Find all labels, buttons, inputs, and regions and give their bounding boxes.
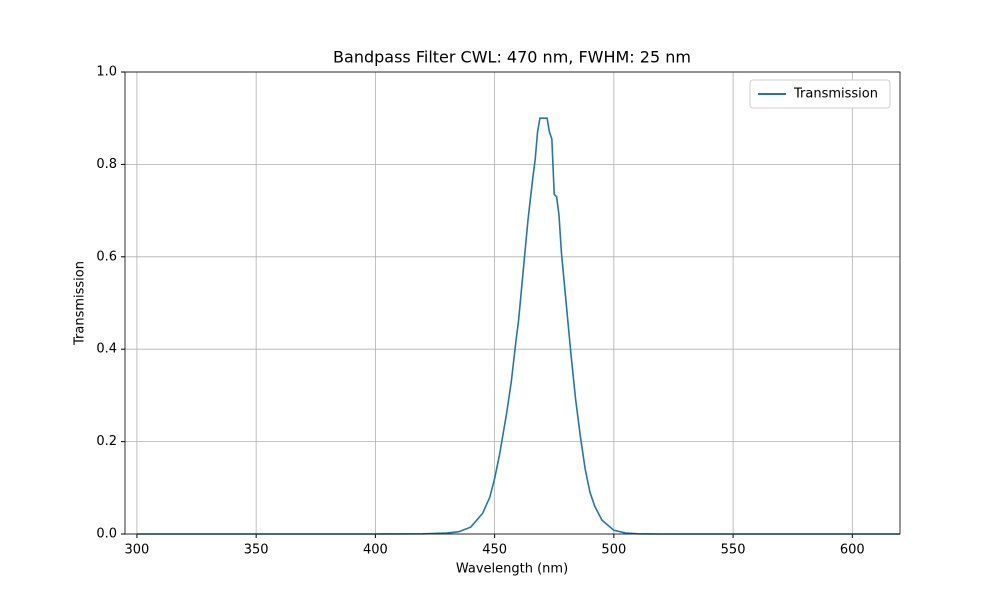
legend-box — [749, 79, 891, 109]
y-tick-label: 0.4 — [96, 342, 117, 357]
y-axis-label: Transmission — [73, 261, 88, 346]
y-tick-label: 0.8 — [96, 157, 117, 172]
x-tick-label: 450 — [482, 543, 507, 558]
chart-title: Bandpass Filter CWL: 470 nm, FWHM: 25 nm — [333, 48, 691, 67]
legend-label: Transmission — [793, 87, 878, 102]
x-tick-label: 600 — [840, 543, 865, 558]
data-line — [136, 117, 900, 535]
y-tick-label: 0.0 — [96, 527, 117, 542]
x-tick-label: 300 — [125, 543, 150, 558]
y-tick-label: 0.6 — [96, 249, 117, 264]
x-axis-label: Wavelength (nm) — [456, 562, 568, 577]
x-tick-label: 550 — [721, 543, 746, 558]
x-tick-label: 400 — [363, 543, 388, 558]
y-tick-label: 1.0 — [96, 65, 117, 80]
x-tick-label: 500 — [601, 543, 626, 558]
y-tick-label: 0.2 — [96, 434, 117, 449]
x-tick-label: 350 — [244, 543, 269, 558]
plot-frame — [124, 71, 901, 535]
